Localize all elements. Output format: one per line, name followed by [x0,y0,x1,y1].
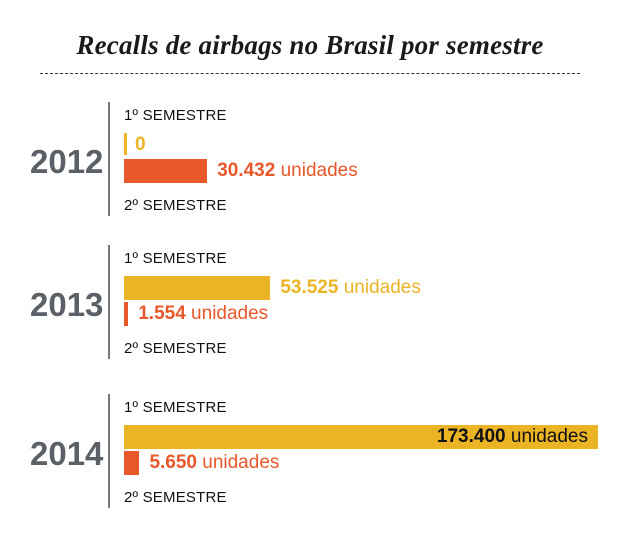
first-semester-label: 1º SEMESTRE [124,250,227,267]
value-label-sem1: 53.525 unidades [280,276,421,300]
title-divider [40,73,580,74]
group-axis-line [108,394,110,508]
group-axis-line [108,245,110,359]
bar-sem2 [124,159,208,183]
year-group-2014: 2014 1º SEMESTRE 2º SEMESTRE 173.400 unidad… [0,392,620,512]
value-number: 0 [135,134,146,155]
second-semester-label: 2º SEMESTRE [124,197,227,214]
value-number: 53.525 [280,277,339,298]
year-label: 2012 [30,143,104,180]
bar-sem1 [124,425,598,449]
value-unit: unidades [196,452,280,473]
value-unit: unidades [185,303,269,324]
bar-sem2 [124,451,140,475]
value-unit: unidades [505,426,588,447]
value-unit: unidades [338,277,421,298]
year-group-2012: 2012 1º SEMESTRE 2º SEMESTRE 0 30.432 unidad… [0,100,620,220]
bar-sem1 [124,133,127,155]
year-group-2013: 2013 1º SEMESTRE 2º SEMESTRE 53.525 unidade… [0,243,620,363]
first-semester-label: 1º SEMESTRE [124,399,227,416]
value-number: 30.432 [217,160,276,181]
year-label: 2014 [30,435,104,472]
second-semester-label: 2º SEMESTRE [124,340,227,357]
year-label: 2013 [30,286,104,323]
value-label-sem2: 5.650 unidades [149,451,279,475]
second-semester-label: 2º SEMESTRE [124,489,227,506]
value-number: 173.400 [436,426,506,447]
chart-title: Recalls de airbags no Brasil por semestr… [76,30,544,60]
value-unit: unidades [275,160,358,181]
value-label-sem2: 1.554 unidades [138,302,268,326]
value-label-sem1: 0 [135,133,146,157]
first-semester-label: 1º SEMESTRE [124,107,227,124]
group-axis-line [108,102,110,216]
value-label-sem2: 30.432 unidades [217,159,358,183]
value-label-sem1: 173.400 unidades [437,425,588,449]
value-number: 5.650 [149,452,197,473]
bar-sem1 [124,276,271,300]
bar-sem2 [124,302,129,326]
value-number: 1.554 [138,303,186,324]
